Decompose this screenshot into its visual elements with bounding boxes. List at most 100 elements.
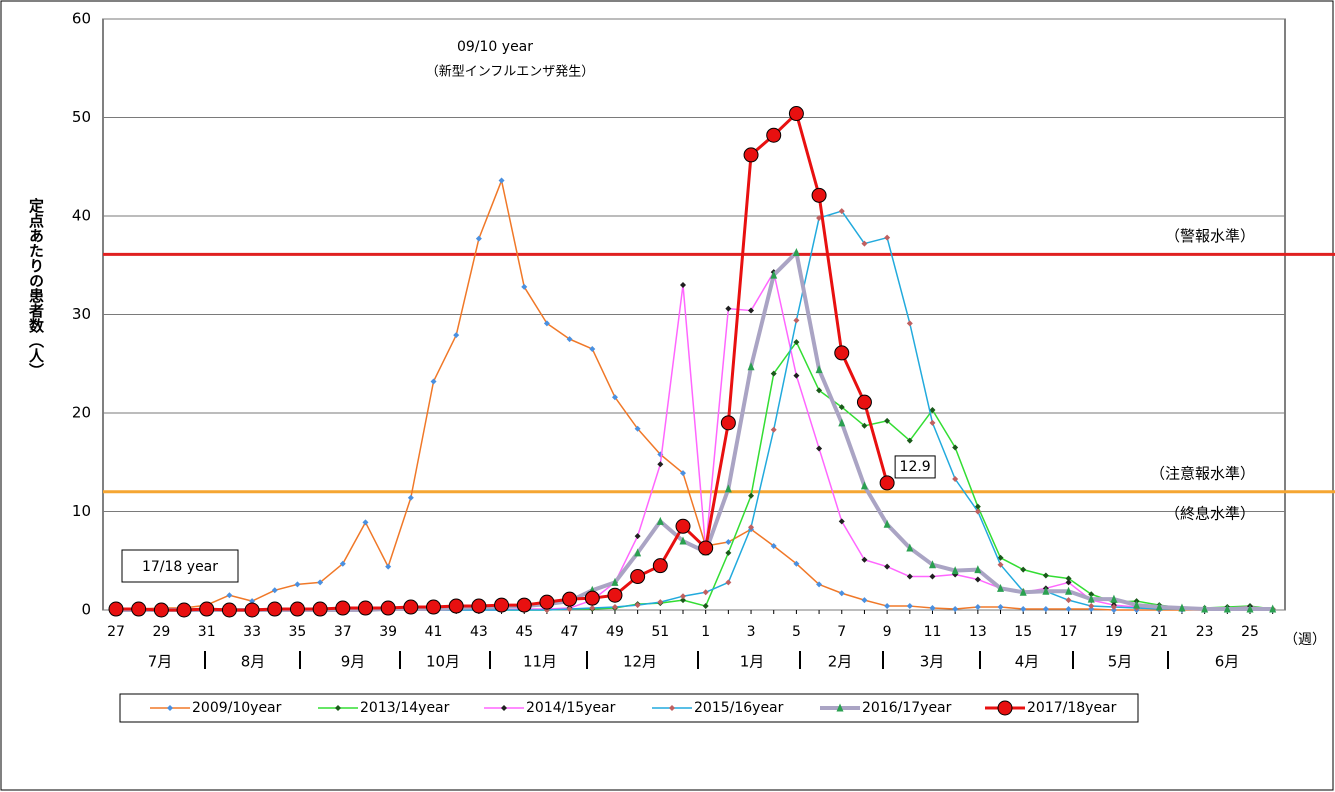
- legend-label: 2017/18year: [1027, 700, 1117, 716]
- marker: [267, 601, 283, 617]
- month-label: 5月: [1108, 653, 1133, 671]
- marker: [1019, 587, 1027, 596]
- marker: [1269, 604, 1277, 613]
- marker: [928, 560, 936, 569]
- reference-label: （注意報水準）: [1150, 464, 1255, 482]
- x-tick-label: 21: [1150, 624, 1168, 640]
- marker: [471, 598, 487, 614]
- marker: [167, 705, 173, 711]
- marker: [516, 597, 532, 613]
- marker: [199, 601, 215, 617]
- x-tick-label: 35: [289, 624, 307, 640]
- marker: [634, 548, 642, 557]
- marker: [816, 581, 823, 588]
- marker: [335, 600, 351, 616]
- x-tick-label: 25: [1241, 624, 1259, 640]
- annotation: 17/18 year: [142, 559, 218, 575]
- month-label: 3月: [920, 653, 945, 671]
- month-label: 10月: [426, 653, 460, 671]
- marker: [249, 598, 256, 605]
- marker: [521, 283, 528, 290]
- marker: [884, 603, 891, 610]
- marker: [702, 589, 709, 596]
- marker: [543, 320, 550, 327]
- marker: [1201, 604, 1209, 613]
- legend-label: 2015/16year: [694, 700, 784, 716]
- marker: [611, 394, 618, 401]
- marker: [1133, 600, 1141, 609]
- reference-label: （警報水準）: [1165, 227, 1255, 245]
- marker: [657, 599, 664, 606]
- annotation: 09/10 year: [457, 39, 533, 55]
- marker: [951, 566, 959, 575]
- x-tick-label: 51: [651, 624, 669, 640]
- month-label: 9月: [341, 653, 366, 671]
- x-tick-label: 1: [701, 624, 710, 640]
- marker: [815, 365, 823, 374]
- marker: [997, 583, 1005, 592]
- marker: [1065, 586, 1073, 595]
- marker: [634, 533, 641, 540]
- marker: [816, 445, 823, 452]
- x-tick-label: 29: [152, 624, 170, 640]
- marker: [906, 573, 913, 580]
- marker: [974, 576, 981, 583]
- marker: [883, 519, 891, 528]
- marker: [339, 560, 346, 567]
- marker: [861, 240, 868, 247]
- marker: [929, 407, 936, 414]
- marker: [811, 187, 827, 203]
- marker: [702, 603, 709, 610]
- marker: [860, 481, 868, 490]
- marker: [675, 518, 691, 534]
- x-tick-label: 17: [1060, 624, 1078, 640]
- marker: [884, 234, 891, 241]
- marker: [176, 602, 192, 618]
- marker: [656, 516, 664, 525]
- marker: [317, 579, 324, 586]
- marker: [1223, 604, 1231, 613]
- annotation: （新型インフルエンザ発生）: [426, 64, 595, 80]
- marker: [838, 418, 846, 427]
- marker: [906, 320, 913, 327]
- marker: [680, 470, 686, 477]
- marker: [498, 177, 505, 184]
- marker: [792, 247, 800, 256]
- marker: [539, 594, 555, 610]
- marker: [607, 587, 623, 603]
- y-tick-label: 20: [72, 404, 91, 422]
- marker: [680, 597, 686, 604]
- marker: [974, 508, 981, 515]
- y-tick-label: 50: [72, 108, 91, 126]
- marker: [834, 345, 850, 361]
- marker: [1110, 594, 1118, 603]
- marker: [294, 581, 301, 588]
- x-tick-label: 49: [606, 624, 624, 640]
- y-tick-label: 40: [72, 207, 91, 225]
- x-tick-label: 31: [198, 624, 216, 640]
- marker: [861, 556, 868, 563]
- marker: [1110, 604, 1117, 611]
- marker: [929, 419, 936, 426]
- marker: [793, 339, 800, 346]
- y-label: 定点あたりの患者数（人）: [27, 197, 45, 378]
- month-label: 11月: [523, 653, 557, 671]
- x-tick-label: 23: [1196, 624, 1214, 640]
- marker: [743, 147, 759, 163]
- month-label: 7月: [148, 653, 173, 671]
- marker: [430, 378, 437, 385]
- marker: [1020, 606, 1027, 613]
- x-tick-label: 5: [792, 624, 801, 640]
- marker: [725, 579, 732, 586]
- marker: [1042, 586, 1050, 595]
- marker: [793, 317, 800, 324]
- marker: [974, 565, 982, 574]
- marker: [1065, 606, 1072, 613]
- marker: [725, 305, 732, 312]
- marker: [611, 577, 619, 586]
- marker: [244, 602, 260, 618]
- marker: [657, 461, 664, 468]
- marker: [884, 563, 891, 570]
- marker: [879, 475, 895, 491]
